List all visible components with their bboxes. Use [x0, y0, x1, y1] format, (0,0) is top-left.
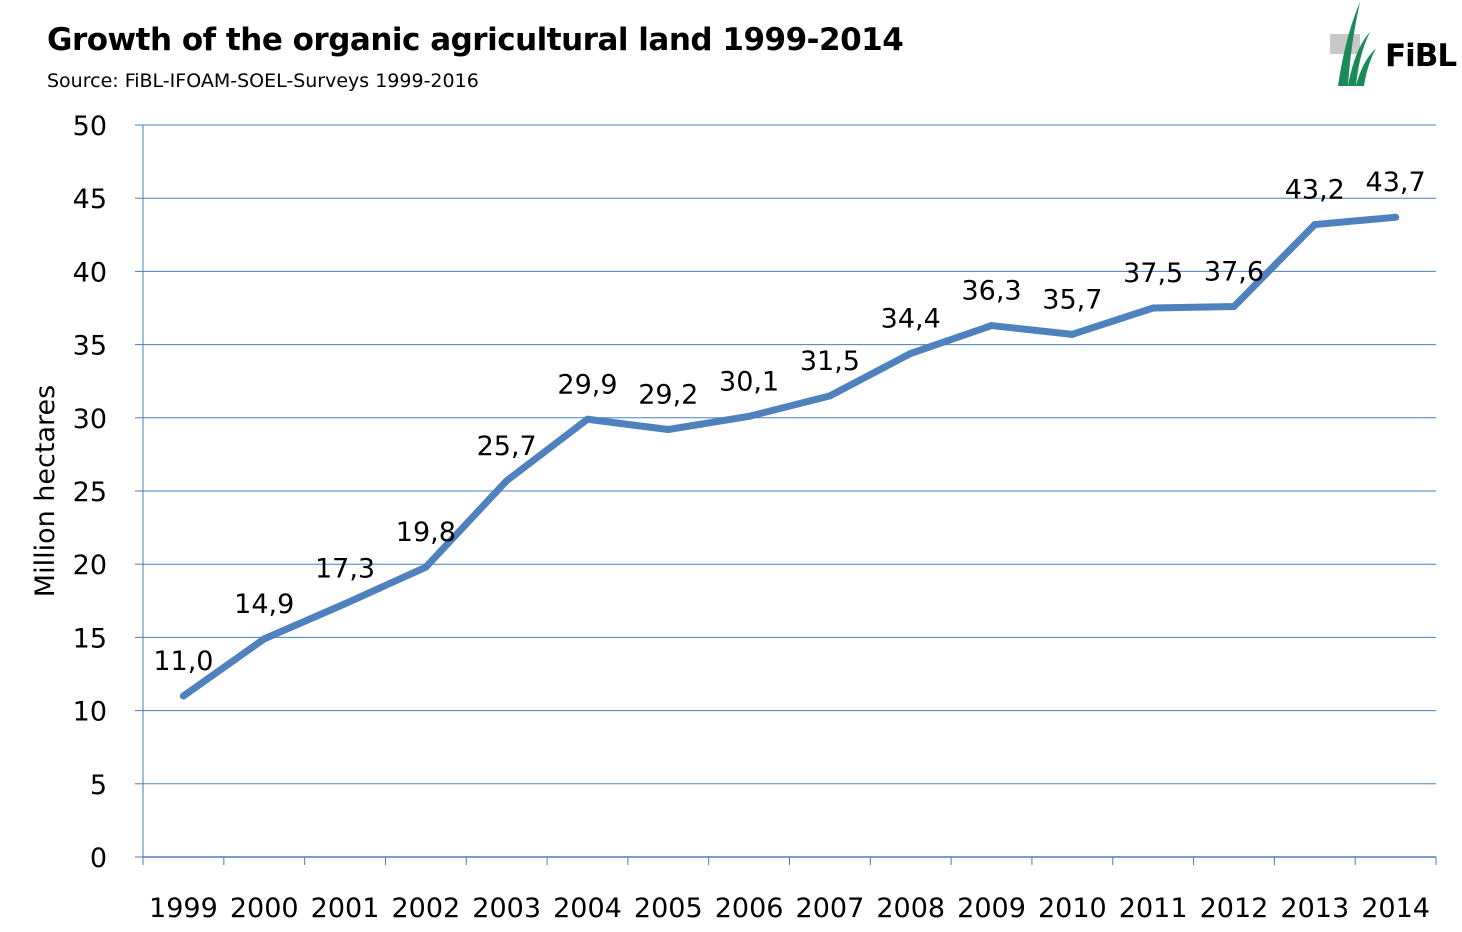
y-tick-label: 35 [73, 331, 107, 362]
data-label: 11,0 [153, 646, 213, 677]
data-label: 19,8 [396, 517, 456, 548]
fibl-grass-logo-icon [1330, 2, 1376, 86]
x-tick-label: 2001 [311, 893, 380, 924]
x-tick-label: 2000 [230, 893, 299, 924]
data-label: 17,3 [315, 554, 375, 585]
data-point [422, 563, 430, 571]
data-point [1392, 213, 1400, 221]
data-point [826, 392, 834, 400]
data-label: 34,4 [881, 303, 941, 334]
data-label: 43,7 [1366, 167, 1426, 198]
data-point [1068, 330, 1076, 338]
y-tick-label: 5 [90, 770, 107, 801]
x-tick-label: 2014 [1361, 893, 1430, 924]
data-label: 29,2 [638, 380, 698, 411]
chart-title: Growth of the organic agricultural land … [47, 22, 904, 58]
y-axis-label: Million hectares [30, 385, 61, 597]
y-tick-label: 20 [73, 550, 107, 581]
data-point [664, 426, 672, 434]
x-tick-label: 2008 [876, 893, 945, 924]
y-tick-label: 25 [73, 477, 107, 508]
y-tick-label: 40 [73, 257, 107, 288]
x-tick-label: 2013 [1280, 893, 1349, 924]
y-tick-label: 10 [73, 697, 107, 728]
chart-source: Source: FiBL-IFOAM-SOEL-Surveys 1999-201… [47, 70, 479, 92]
data-label: 29,9 [557, 369, 617, 400]
x-tick-label: 2007 [796, 893, 865, 924]
data-point [745, 412, 753, 420]
data-label: 31,5 [800, 346, 860, 377]
data-point [907, 349, 915, 357]
data-point [1230, 303, 1238, 311]
series-line [179, 213, 1400, 700]
x-tick-label: 2004 [553, 893, 622, 924]
x-tick-label: 2010 [1038, 893, 1107, 924]
logo-text: FiBL [1385, 38, 1457, 74]
data-point [341, 600, 349, 608]
x-tick-label: 2006 [715, 893, 784, 924]
data-point [260, 635, 268, 643]
y-tick-label: 50 [73, 111, 107, 142]
x-tick-label: 1999 [149, 893, 218, 924]
data-labels: 11,0 14,9 17,3 19,8 25,7 29,9 29,2 30,1 31,5 34,4… [153, 167, 1426, 700]
data-point [1311, 221, 1319, 229]
data-label: 30,1 [719, 366, 779, 397]
y-tick-label: 0 [90, 843, 107, 874]
y-tick-label: 30 [73, 404, 107, 435]
data-point [503, 477, 511, 485]
data-label: 35,7 [1042, 284, 1102, 315]
data-label: 37,6 [1204, 257, 1264, 288]
data-label: 37,5 [1123, 258, 1183, 289]
y-tick-label: 15 [73, 623, 107, 654]
data-point [179, 692, 187, 700]
data-point [1149, 304, 1157, 312]
gridlines [143, 124, 1436, 785]
data-label: 36,3 [961, 276, 1021, 307]
x-tick-label: 2002 [391, 893, 460, 924]
data-point [583, 415, 591, 423]
x-tick-label: 2011 [1119, 893, 1188, 924]
axes [135, 124, 1437, 865]
y-tick-label: 45 [73, 184, 107, 215]
x-tick-labels: 1999 2000 2001 2002 2003 2004 2005 2006 2007 2008… [149, 893, 1430, 924]
data-label: 43,2 [1285, 175, 1345, 206]
x-tick-label: 2009 [957, 893, 1026, 924]
y-tick-labels: 0 5 10 15 20 25 30 35 40 45 50 [73, 111, 107, 874]
data-label: 25,7 [477, 431, 537, 462]
data-label: 14,9 [234, 589, 294, 620]
data-point [988, 322, 996, 330]
x-tick-label: 2003 [472, 893, 541, 924]
x-tick-label: 2012 [1200, 893, 1269, 924]
x-tick-label: 2005 [634, 893, 703, 924]
